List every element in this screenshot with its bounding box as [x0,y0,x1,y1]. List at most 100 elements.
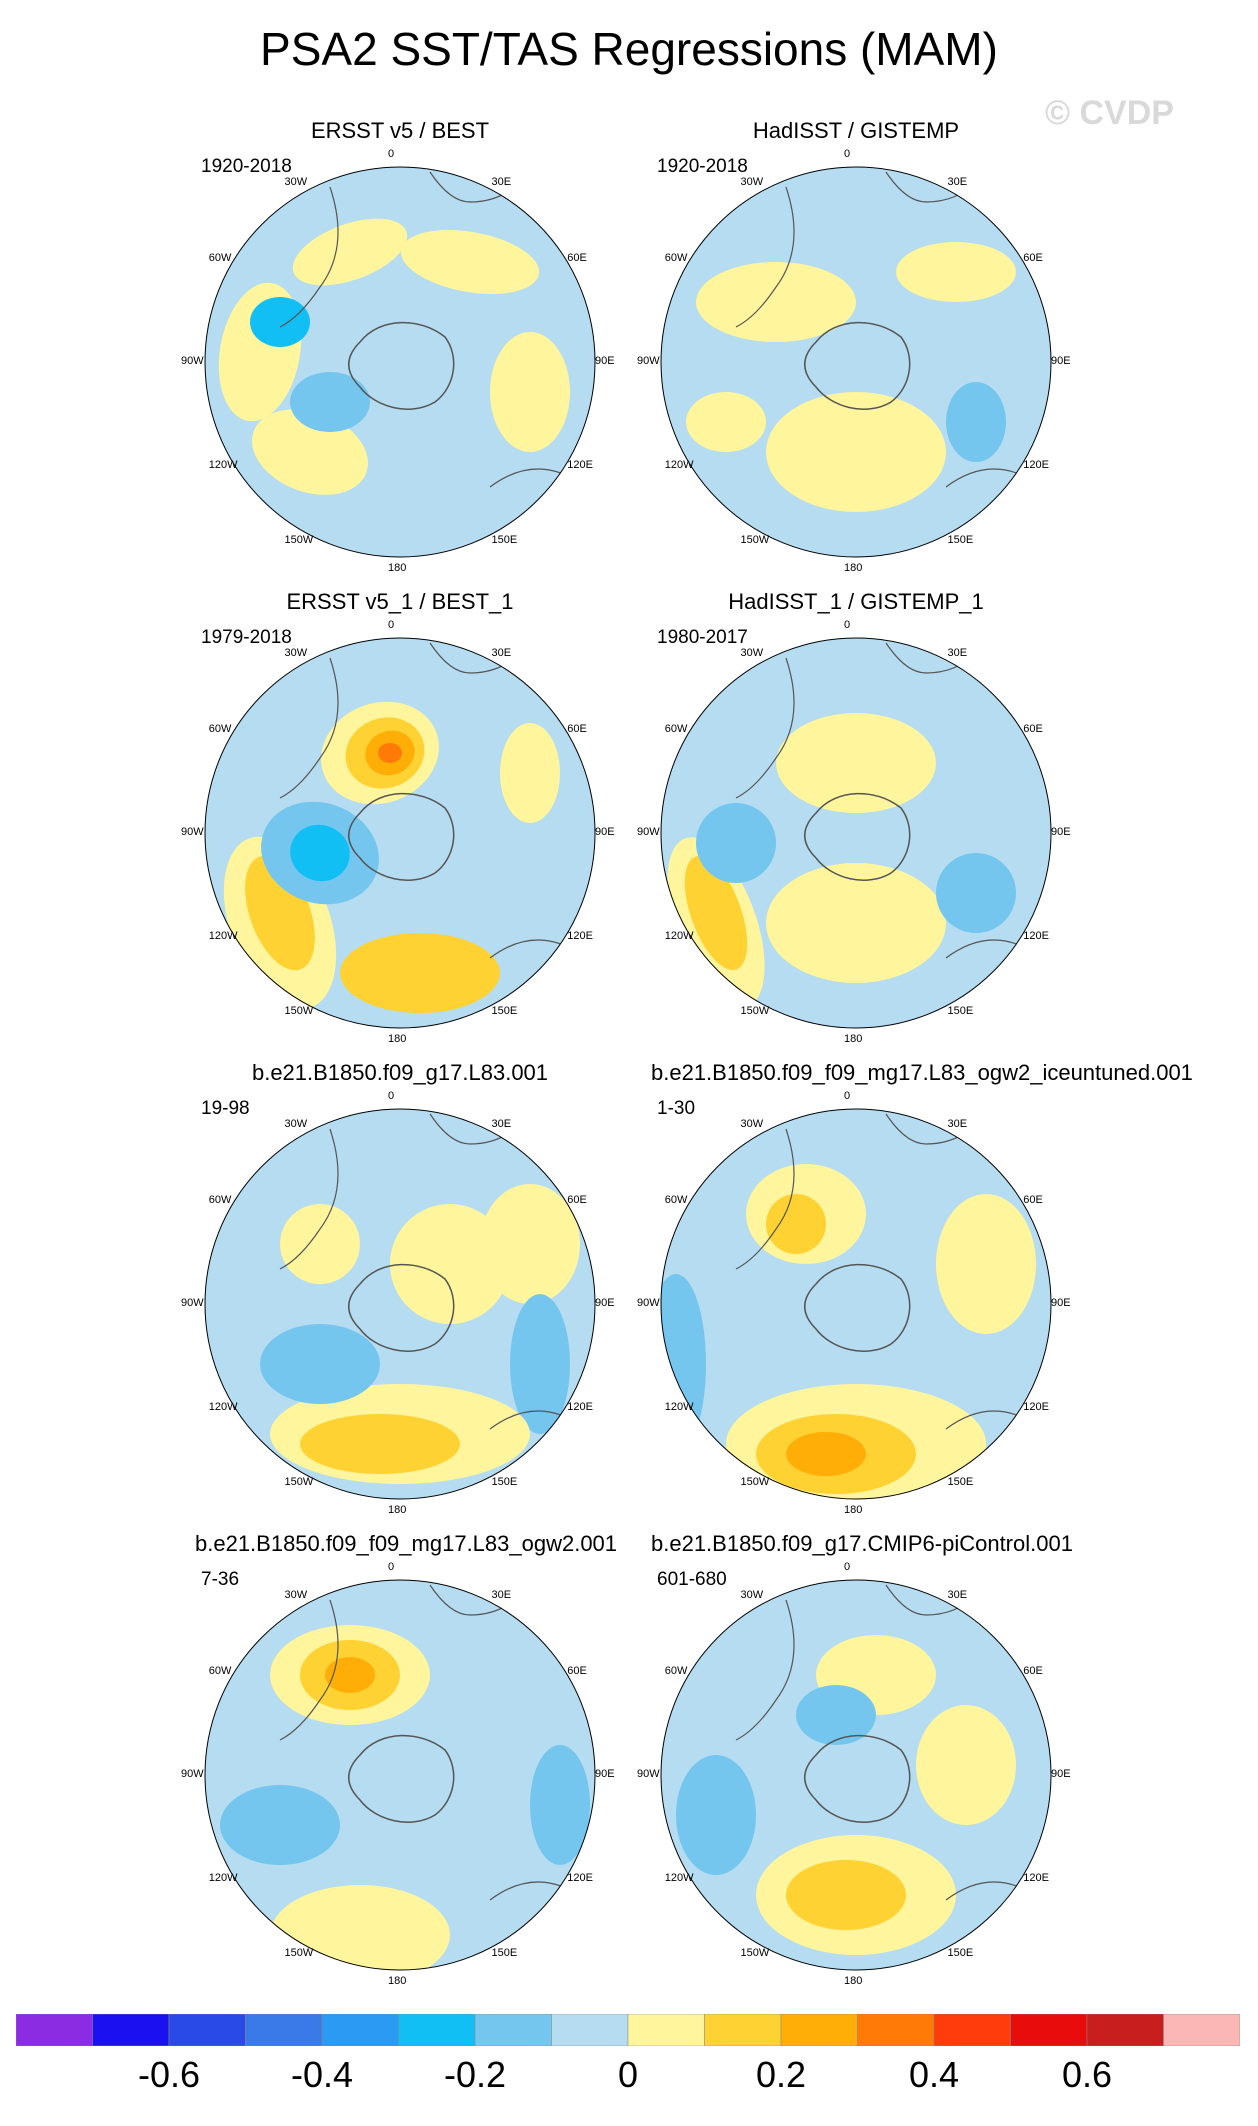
lon-label-deg0: 0 [844,1561,851,1573]
anomaly-contour [916,1705,1016,1825]
colorbar-swatch [551,2013,629,2047]
figure-title: PSA2 SST/TAS Regressions (MAM) [260,23,998,75]
lon-label-w90: 90W [181,1768,204,1780]
map-panel: b.e21.B1850.f09_f09_mg17.L83_ogw2_iceunt… [637,1060,1193,1516]
map-panel: b.e21.B1850.f09_g17.CMIP6-piControl.001 6… [637,1531,1073,1987]
lon-label-e30: 30E [491,646,512,659]
lon-label-e90: 90E [1051,1768,1071,1780]
lon-label-e90: 90E [1051,1297,1071,1309]
lon-label-deg180: 180 [844,562,863,574]
anomaly-contour [220,1785,340,1865]
anomaly-contour [290,372,370,432]
colorbar-swatch [15,2013,93,2047]
panel-title: ERSST v5_1 / BEST_1 [286,589,514,614]
lon-label-deg0: 0 [388,1561,395,1573]
map-border [660,637,1052,1029]
lon-label-w90: 90W [181,355,204,367]
lon-label-e150: 150E [491,534,518,547]
anomaly-contour [796,1685,876,1745]
panel-date-range: 7-36 [201,1569,240,1590]
lon-label-e30: 30E [491,175,512,188]
colorbar-tick: 0.4 [908,2054,960,2095]
map-panel: ERSST v5_1 / BEST_1 1979-2018 0 30E 60E 90E 12… [181,589,615,1045]
anomaly-contour [936,853,1016,933]
map-panel: b.e21.B1850.f09_g17.L83.001 19-98 0 30E 60E 9… [181,1060,615,1516]
panel-title: b.e21.B1850.f09_f09_mg17.L83_ogw2.001 [195,1531,618,1556]
anomaly-contour [530,1745,590,1865]
colorbar-tick: 0 [617,2054,639,2095]
anomaly-contour [766,1194,826,1254]
colorbar-swatch [321,2013,399,2047]
south-america-coastline [279,657,339,799]
colorbar-swatch [245,2013,323,2047]
lon-label-e30: 30E [491,1117,512,1130]
lon-label-w120: 120W [208,1871,238,1884]
lon-label-w120: 120W [664,458,694,471]
lon-label-w150: 150W [740,1005,770,1018]
anomaly-contour [260,1324,380,1404]
lon-label-e150: 150E [947,534,974,547]
lon-label-e90: 90E [1051,826,1071,838]
anomaly-contour [786,1860,906,1930]
lon-label-e120: 120E [1023,929,1049,942]
lon-label-deg180: 180 [388,562,407,574]
polar-map [204,166,596,558]
lon-label-e60: 60E [567,1664,587,1677]
map-border [660,166,1052,558]
colorbar-swatch [398,2013,476,2047]
panel-title: b.e21.B1850.f09_g17.CMIP6-piControl.001 [651,1531,1073,1556]
lon-label-e30: 30E [947,646,968,659]
lon-label-w30: 30W [740,1588,764,1601]
lon-label-w60: 60W [664,1193,688,1206]
panel-date-range: 601-680 [657,1569,727,1590]
panel-date-range: 1980-2017 [657,627,748,648]
anomaly-contour [340,933,500,1013]
map-border [204,637,596,1029]
lon-label-e120: 120E [567,458,593,471]
lon-label-w120: 120W [208,1400,238,1413]
panel-title: HadISST_1 / GISTEMP_1 [728,589,984,614]
anomaly-contour [766,863,946,983]
south-america-coastline [735,1599,795,1741]
lon-label-e150: 150E [491,1947,518,1960]
anomaly-contour [280,1204,360,1284]
panel-date-range: 1920-2018 [201,156,292,177]
colorbar-swatch [780,2013,858,2047]
panel-date-range: 19-98 [201,1098,250,1119]
panel-date-range: 1920-2018 [657,156,748,177]
anomaly-contour [378,743,402,763]
colorbar-swatch [857,2013,935,2047]
anomaly-contour [786,1432,866,1476]
map-border [204,1579,596,1971]
lon-label-e120: 120E [1023,1871,1049,1884]
polar-map [204,1579,596,1971]
polar-map [204,1108,596,1500]
south-america-coastline [279,1128,339,1270]
map-panel: HadISST_1 / GISTEMP_1 1980-2017 0 30E 60E 90E… [637,589,1071,1045]
lon-label-e150: 150E [947,1476,974,1489]
lon-label-e120: 120E [1023,1400,1049,1413]
lon-label-e150: 150E [947,1005,974,1018]
panel-title: HadISST / GISTEMP [752,118,960,143]
colorbar-tick: 0.2 [755,2054,807,2095]
anomaly-contour [896,242,1016,302]
anomaly-contour [684,855,748,971]
colorbar [15,2013,1241,2047]
colorbar-swatch [1010,2013,1088,2047]
anomaly-contour [480,1184,580,1304]
lon-label-w90: 90W [637,355,660,367]
anomaly-contour [300,1414,460,1474]
lon-label-deg180: 180 [388,1033,407,1045]
anomaly-contour [325,1657,375,1693]
lon-label-w60: 60W [664,1664,688,1677]
lon-label-e30: 30E [947,1588,968,1601]
lon-label-w60: 60W [208,1193,232,1206]
lon-label-e60: 60E [567,1193,587,1206]
antarctica-coastline [348,792,455,881]
lon-label-deg0: 0 [388,1090,395,1102]
colorbar-swatch [474,2013,552,2047]
anomaly-contour [696,803,776,883]
anomaly-contour [676,1755,756,1875]
anomaly-contour [390,1204,510,1324]
lon-label-w30: 30W [740,1117,764,1130]
